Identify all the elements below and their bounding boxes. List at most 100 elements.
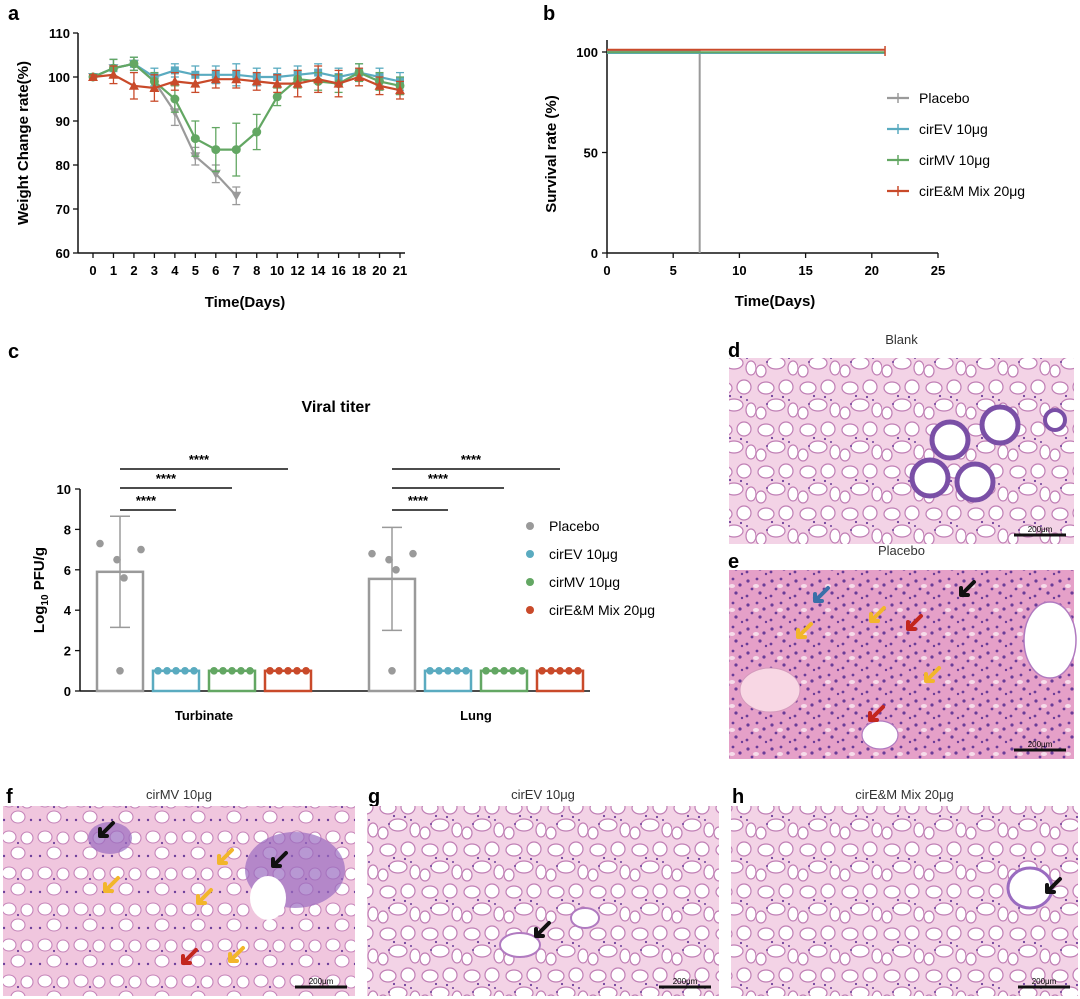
x-tick-label: 0 [603, 263, 610, 278]
legend-label-cirEV: cirEV 10μg [549, 546, 618, 562]
survival-line-placebo [607, 50, 701, 253]
y-tick-label: 0 [591, 246, 598, 261]
data-point-cirEV [462, 667, 470, 675]
data-point-cirMV [190, 134, 200, 144]
data-point-cirEM [313, 74, 324, 84]
data-point-cirEM [251, 76, 262, 86]
panel-letter-c: c [8, 341, 19, 363]
scale-bar-label: 200μm [1028, 525, 1053, 534]
data-point-cirEV [444, 667, 452, 675]
data-point-placebo [96, 539, 104, 548]
data-point-placebo [231, 191, 242, 201]
data-point-cirEV [172, 667, 180, 675]
annotation-arrow-icon [796, 622, 813, 639]
data-point-placebo [392, 566, 400, 574]
bronchiole [979, 404, 1021, 446]
annotation-arrow-icon [813, 586, 830, 603]
y-tick-label: 6 [64, 563, 71, 578]
panel-letter-d: d [728, 340, 740, 362]
x-tick-label: 16 [331, 263, 345, 278]
legend-label-placebo: Placebo [919, 90, 970, 106]
legend-label-cirMV: cirMV 10μg [549, 574, 620, 590]
x-tick-label: 12 [290, 263, 304, 278]
data-point-cirMV [210, 667, 218, 675]
data-point-cirMV [170, 94, 180, 104]
scale-bar-label: 200μm [1032, 977, 1057, 986]
x-tick-label: 20 [372, 263, 386, 278]
data-point-cirEV [190, 667, 198, 675]
histology-image-d [729, 358, 1074, 544]
data-point-cirMV [482, 667, 490, 675]
annotation-arrow-icon [228, 946, 245, 963]
legend-swatch-cirEM [526, 606, 534, 614]
image-title-h: cirE&M Mix 20μg [855, 787, 954, 802]
data-point-placebo [409, 549, 417, 558]
data-point-cirMV [491, 667, 499, 675]
legend-swatch-placebo [526, 522, 534, 530]
significance-label: **** [408, 493, 429, 508]
data-point-cirMV [231, 145, 241, 155]
x-axis-title: Time(Days) [735, 293, 816, 310]
air-space [861, 720, 899, 750]
scale-bar-label: 200μm [1028, 740, 1053, 749]
legend-label-cirMV: cirMV 10μg [919, 152, 990, 168]
data-point-cirEM [128, 80, 139, 90]
data-point-placebo [116, 667, 124, 675]
data-point-cirEV [426, 667, 434, 675]
x-tick-label: 10 [732, 263, 746, 278]
x-tick-label: 1 [110, 263, 117, 278]
y-tick-label: 50 [584, 146, 598, 161]
data-point-cirEM [565, 667, 573, 675]
significance-label: **** [461, 452, 482, 467]
x-tick-label: 3 [151, 263, 158, 278]
annotation-arrow-icon [217, 848, 234, 865]
y-tick-label: 2 [64, 644, 71, 659]
x-tick-label: 20 [865, 263, 879, 278]
y-axis-title: Survival rate (%) [543, 95, 560, 213]
annotation-arrow-icon [869, 606, 886, 623]
bronchiole [570, 907, 600, 929]
data-point-placebo [137, 545, 145, 554]
x-tick-label: 7 [233, 263, 240, 278]
data-point-cirEM [354, 72, 365, 81]
y-tick-label: 90 [56, 114, 70, 129]
data-point-cirMV [129, 59, 139, 69]
y-tick-label: 110 [49, 26, 70, 41]
x-tick-label: 18 [352, 263, 366, 278]
y-axis-title: Weight Change rate(%) [15, 61, 32, 225]
image-title-f: cirMV 10μg [146, 787, 212, 802]
air-space [1023, 601, 1077, 679]
data-point-cirMV [237, 667, 245, 675]
data-point-cirEM [556, 667, 564, 675]
x-tick-label: 5 [670, 263, 677, 278]
x-tick-label: 0 [89, 263, 96, 278]
data-point-cirEV [170, 66, 179, 75]
data-point-cirMV [500, 667, 508, 675]
y-axis-title: Log10 PFU/g [31, 547, 51, 633]
annotation-arrow-icon [196, 888, 213, 905]
legend-label-placebo: Placebo [549, 518, 600, 534]
bronchiole [1043, 408, 1067, 432]
annotation-arrow-icon [271, 851, 288, 868]
x-category-label: Lung [460, 708, 492, 723]
y-axis-title-tail: PFU/g [31, 547, 48, 595]
annotation-arrow-icon [868, 705, 885, 722]
data-point-cirMV [518, 667, 526, 675]
bronchiole [909, 457, 951, 499]
y-tick-label: 100 [576, 45, 598, 60]
annotation-arrow-icon [1045, 877, 1062, 894]
x-tick-label: 15 [798, 263, 812, 278]
image-title-e: Placebo [878, 543, 925, 558]
data-point-placebo [385, 555, 393, 564]
histology-image-e [729, 570, 1074, 759]
data-point-cirEM [272, 78, 283, 88]
y-tick-label: 4 [64, 603, 72, 618]
x-axis-title: Time(Days) [205, 294, 286, 311]
annotation-arrow-icon [103, 876, 120, 893]
significance-label: **** [189, 452, 210, 467]
y-tick-label: 8 [64, 522, 71, 537]
x-category-label: Turbinate [175, 708, 233, 723]
image-title-d: Blank [885, 332, 918, 347]
